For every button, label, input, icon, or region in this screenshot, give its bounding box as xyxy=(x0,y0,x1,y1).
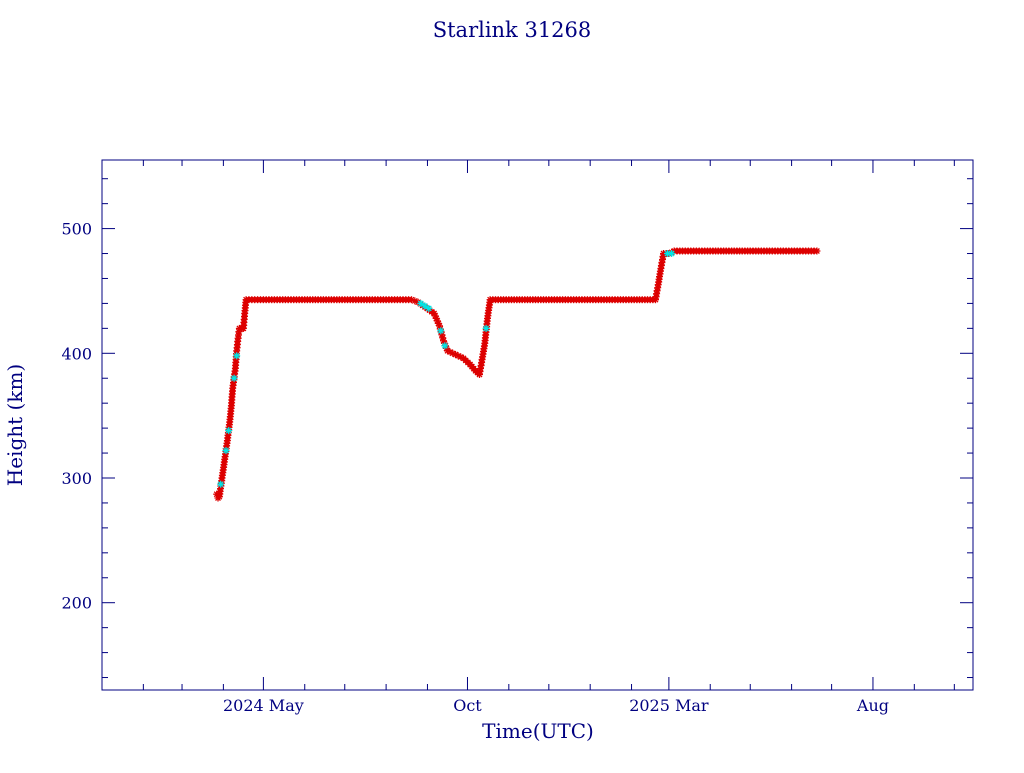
x-tick-label: 2024 May xyxy=(223,696,304,715)
y-axis-label: Height (km) xyxy=(3,364,27,486)
data-point xyxy=(222,447,230,455)
axis-ticks xyxy=(101,160,973,690)
data-point xyxy=(217,480,225,488)
plot-frame xyxy=(101,159,974,691)
y-tick-label: 200 xyxy=(61,594,92,613)
data-point xyxy=(425,304,433,312)
data-point xyxy=(225,427,233,435)
data-point xyxy=(813,247,821,255)
data-point xyxy=(482,324,490,332)
y-tick-label: 400 xyxy=(61,344,92,363)
series-connector xyxy=(216,250,817,499)
x-axis-label: Time(UTC) xyxy=(482,719,594,743)
data-points xyxy=(213,247,821,502)
data-point xyxy=(441,342,449,350)
x-tick-label: Oct xyxy=(453,696,482,715)
series-line xyxy=(216,250,817,499)
data-point xyxy=(230,374,238,382)
x-tick-label: 2025 Mar xyxy=(629,696,709,715)
axis-tick-labels: 200 300 400 500 2024 May Oct 2025 Mar Aug xyxy=(61,220,889,715)
y-tick-label: 500 xyxy=(61,220,92,239)
data-point xyxy=(437,327,445,335)
chart-title: Starlink 31268 xyxy=(433,18,592,42)
data-point xyxy=(668,250,676,257)
y-tick-label: 300 xyxy=(61,469,92,488)
data-point xyxy=(233,352,241,360)
x-tick-label: Aug xyxy=(856,696,889,715)
